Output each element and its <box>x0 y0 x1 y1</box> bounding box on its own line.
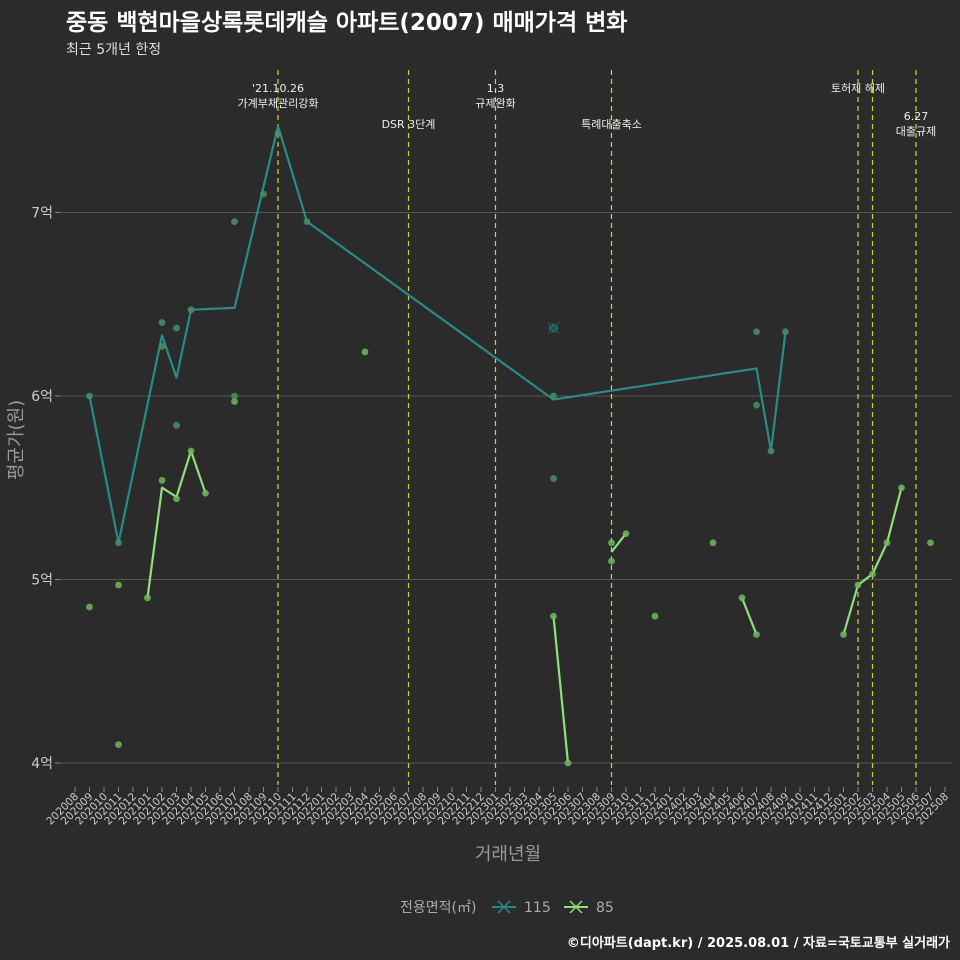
point-115 <box>260 190 267 198</box>
point-85 <box>840 631 847 638</box>
point-85 <box>869 570 876 578</box>
legend-title: 전용면적(㎡) <box>400 900 476 916</box>
point-115 <box>753 328 760 336</box>
y-tick-label: 7억 <box>31 205 53 221</box>
point-85 <box>550 612 557 620</box>
point-115 <box>550 475 557 482</box>
event-label: 1.3 <box>487 82 505 95</box>
cancelled-marker-115 <box>546 321 561 335</box>
point-85 <box>158 476 166 484</box>
point-115 <box>187 306 195 314</box>
point-85 <box>231 398 238 405</box>
chart-title: 중동 백현마을상록롯데캐슬 아파트(2007) 매매가격 변화 <box>66 10 627 36</box>
point-115 <box>231 218 238 226</box>
credit-footer: ©디아파트(dapt.kr) / 2025.08.01 / 자료=국토교통부 실… <box>567 935 950 951</box>
point-115 <box>274 130 282 137</box>
point-115 <box>158 319 166 326</box>
y-tick-label: 5억 <box>31 572 53 588</box>
point-115 <box>767 447 775 455</box>
point-115 <box>782 328 789 336</box>
event-label: DSR 3단계 <box>382 118 436 131</box>
y-tick-label: 4억 <box>31 756 53 772</box>
data-points <box>86 130 934 767</box>
series-115-line <box>88 125 787 544</box>
point-85 <box>608 539 615 547</box>
grid-lines <box>60 211 952 764</box>
point-85 <box>361 348 369 356</box>
point-85 <box>115 581 122 589</box>
legend-item-115: 115 <box>492 900 551 916</box>
point-115 <box>173 324 180 332</box>
series-85-line <box>610 532 627 553</box>
point-85 <box>854 581 862 589</box>
point-85 <box>86 603 93 611</box>
point-85 <box>927 539 934 547</box>
legend-item-85: 85 <box>564 900 614 916</box>
point-115 <box>303 218 311 226</box>
point-115 <box>115 539 122 547</box>
event-label: 대출규제 <box>896 125 936 138</box>
y-axis: 4억 5억 6억 7억 <box>31 205 60 772</box>
event-label: '21.10.26 <box>252 82 304 95</box>
point-85 <box>608 557 615 565</box>
legend-label-85: 85 <box>596 900 614 916</box>
point-85 <box>898 484 905 492</box>
point-85 <box>173 495 180 503</box>
point-115 <box>753 401 760 409</box>
point-115 <box>173 421 180 429</box>
point-85 <box>651 612 659 620</box>
y-axis-title: 평균가(원) <box>6 400 27 480</box>
series-85-line <box>552 616 570 764</box>
x-axis-title: 거래년월 <box>475 844 541 865</box>
legend-label-115: 115 <box>524 900 551 916</box>
point-85 <box>115 741 122 749</box>
chart-subtitle: 최근 5개년 한정 <box>66 42 161 58</box>
point-115 <box>231 392 238 400</box>
event-label: 규제완화 <box>475 97 515 110</box>
point-115 <box>550 392 557 400</box>
point-85 <box>564 759 572 767</box>
point-85 <box>202 489 209 497</box>
point-85 <box>753 631 760 638</box>
point-85 <box>144 594 151 602</box>
point-85 <box>187 447 195 455</box>
event-label: 6.27 <box>904 110 929 123</box>
event-label: 특례대출축소 <box>581 118 642 131</box>
point-115 <box>158 343 166 350</box>
point-85 <box>622 530 630 538</box>
legend-key-85-cross <box>569 900 583 914</box>
legend-key-115-cross <box>497 900 511 914</box>
series-85-line <box>740 597 758 635</box>
point-85 <box>883 539 891 547</box>
point-85 <box>709 539 717 547</box>
point-85 <box>738 594 746 602</box>
point-115 <box>86 392 93 400</box>
event-label: 토허제 해제 <box>831 81 885 95</box>
legend: 전용면적(㎡) 115 85 <box>400 900 614 916</box>
event-label: 가계부채관리강화 <box>238 97 319 110</box>
y-tick-label: 6억 <box>31 389 53 405</box>
